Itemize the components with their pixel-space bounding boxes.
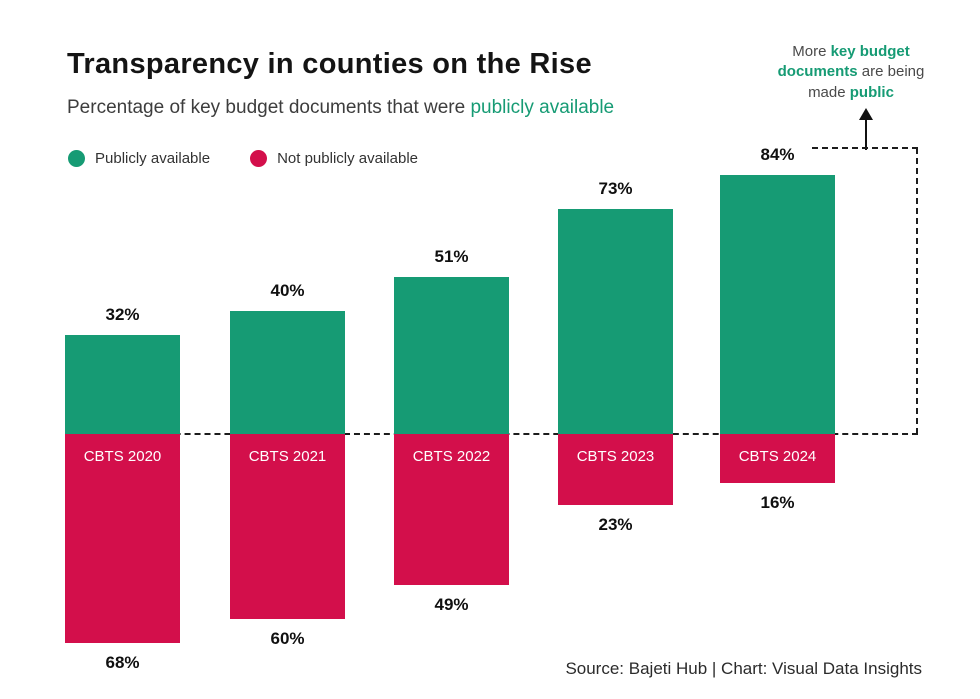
bar-segment-not-public — [65, 434, 180, 643]
annotation-text-2: are being made — [808, 63, 925, 101]
subtitle-highlight: publicly available — [470, 97, 615, 118]
annotation-highlight-1: key budget documents — [777, 43, 910, 81]
legend-label-public: Publicly available — [95, 150, 211, 167]
bar-segment-public — [394, 277, 509, 434]
bar-category-label: CBTS 2023 — [576, 448, 655, 465]
bar-value-public: 40% — [270, 281, 305, 300]
bar-segment-not-public — [720, 434, 835, 483]
annotation-connector-horizontal-line — [812, 147, 918, 149]
annotation-note: More key budget documents are being made… — [765, 42, 937, 103]
annotation-text-1: More — [792, 43, 831, 60]
legend-dot-public-icon — [68, 150, 85, 167]
legend-item-not-public: Not publicly available — [250, 150, 418, 167]
bar-category-label: CBTS 2021 — [248, 448, 327, 465]
page-title: Transparency in counties on the Rise — [67, 48, 592, 80]
bar-category-label: CBTS 2022 — [412, 448, 491, 465]
bar-value-not-public: 23% — [598, 515, 633, 534]
legend: Publicly available Not publicly availabl… — [68, 150, 418, 167]
bar-segment-public — [558, 209, 673, 434]
legend-label-not-public: Not publicly available — [277, 150, 418, 167]
bar-value-not-public: 68% — [105, 653, 140, 672]
bar-segment-public — [230, 311, 345, 434]
up-arrow-icon — [859, 108, 873, 150]
bar-segment-public — [720, 175, 835, 434]
bar-value-public: 73% — [598, 179, 633, 198]
annotation-connector-vertical-line — [916, 148, 918, 434]
bar-value-not-public: 49% — [434, 595, 469, 614]
bar-value-not-public: 16% — [760, 493, 795, 512]
bar-segment-not-public — [394, 434, 509, 585]
bar-segment-public — [65, 335, 180, 434]
legend-dot-not-public-icon — [250, 150, 268, 167]
bar-category-label: CBTS 2024 — [738, 448, 817, 465]
annotation-highlight-2: public — [849, 83, 894, 101]
bar-value-public: 51% — [434, 247, 469, 266]
legend-item-public: Publicly available — [68, 150, 210, 167]
subtitle-text: Percentage of key budget documents that … — [67, 97, 471, 118]
source-credit: Source: Bajeti Hub | Chart: Visual Data … — [565, 659, 922, 678]
bar-value-public: 32% — [105, 305, 140, 324]
chart-subtitle: Percentage of key budget documents that … — [67, 97, 614, 119]
bar-segment-not-public — [558, 434, 673, 505]
bar-value-not-public: 60% — [270, 629, 305, 648]
bar-segment-not-public — [230, 434, 345, 619]
bar-value-public: 84% — [760, 145, 795, 164]
bar-category-label: CBTS 2020 — [83, 448, 162, 465]
